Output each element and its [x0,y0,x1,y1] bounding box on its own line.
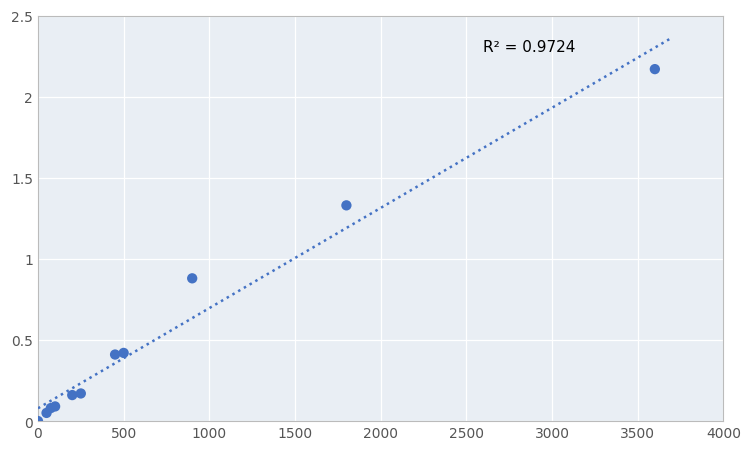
Point [341,202,353,210]
Point [186,275,199,282]
Point [49,403,61,410]
Point [41,410,53,417]
Point [32,418,44,425]
Point [66,391,78,399]
Text: R² = 0.9724: R² = 0.9724 [484,40,576,55]
Point [109,351,121,359]
Point [649,66,661,74]
Point [45,405,57,412]
Point [117,350,129,357]
Point [74,390,86,397]
